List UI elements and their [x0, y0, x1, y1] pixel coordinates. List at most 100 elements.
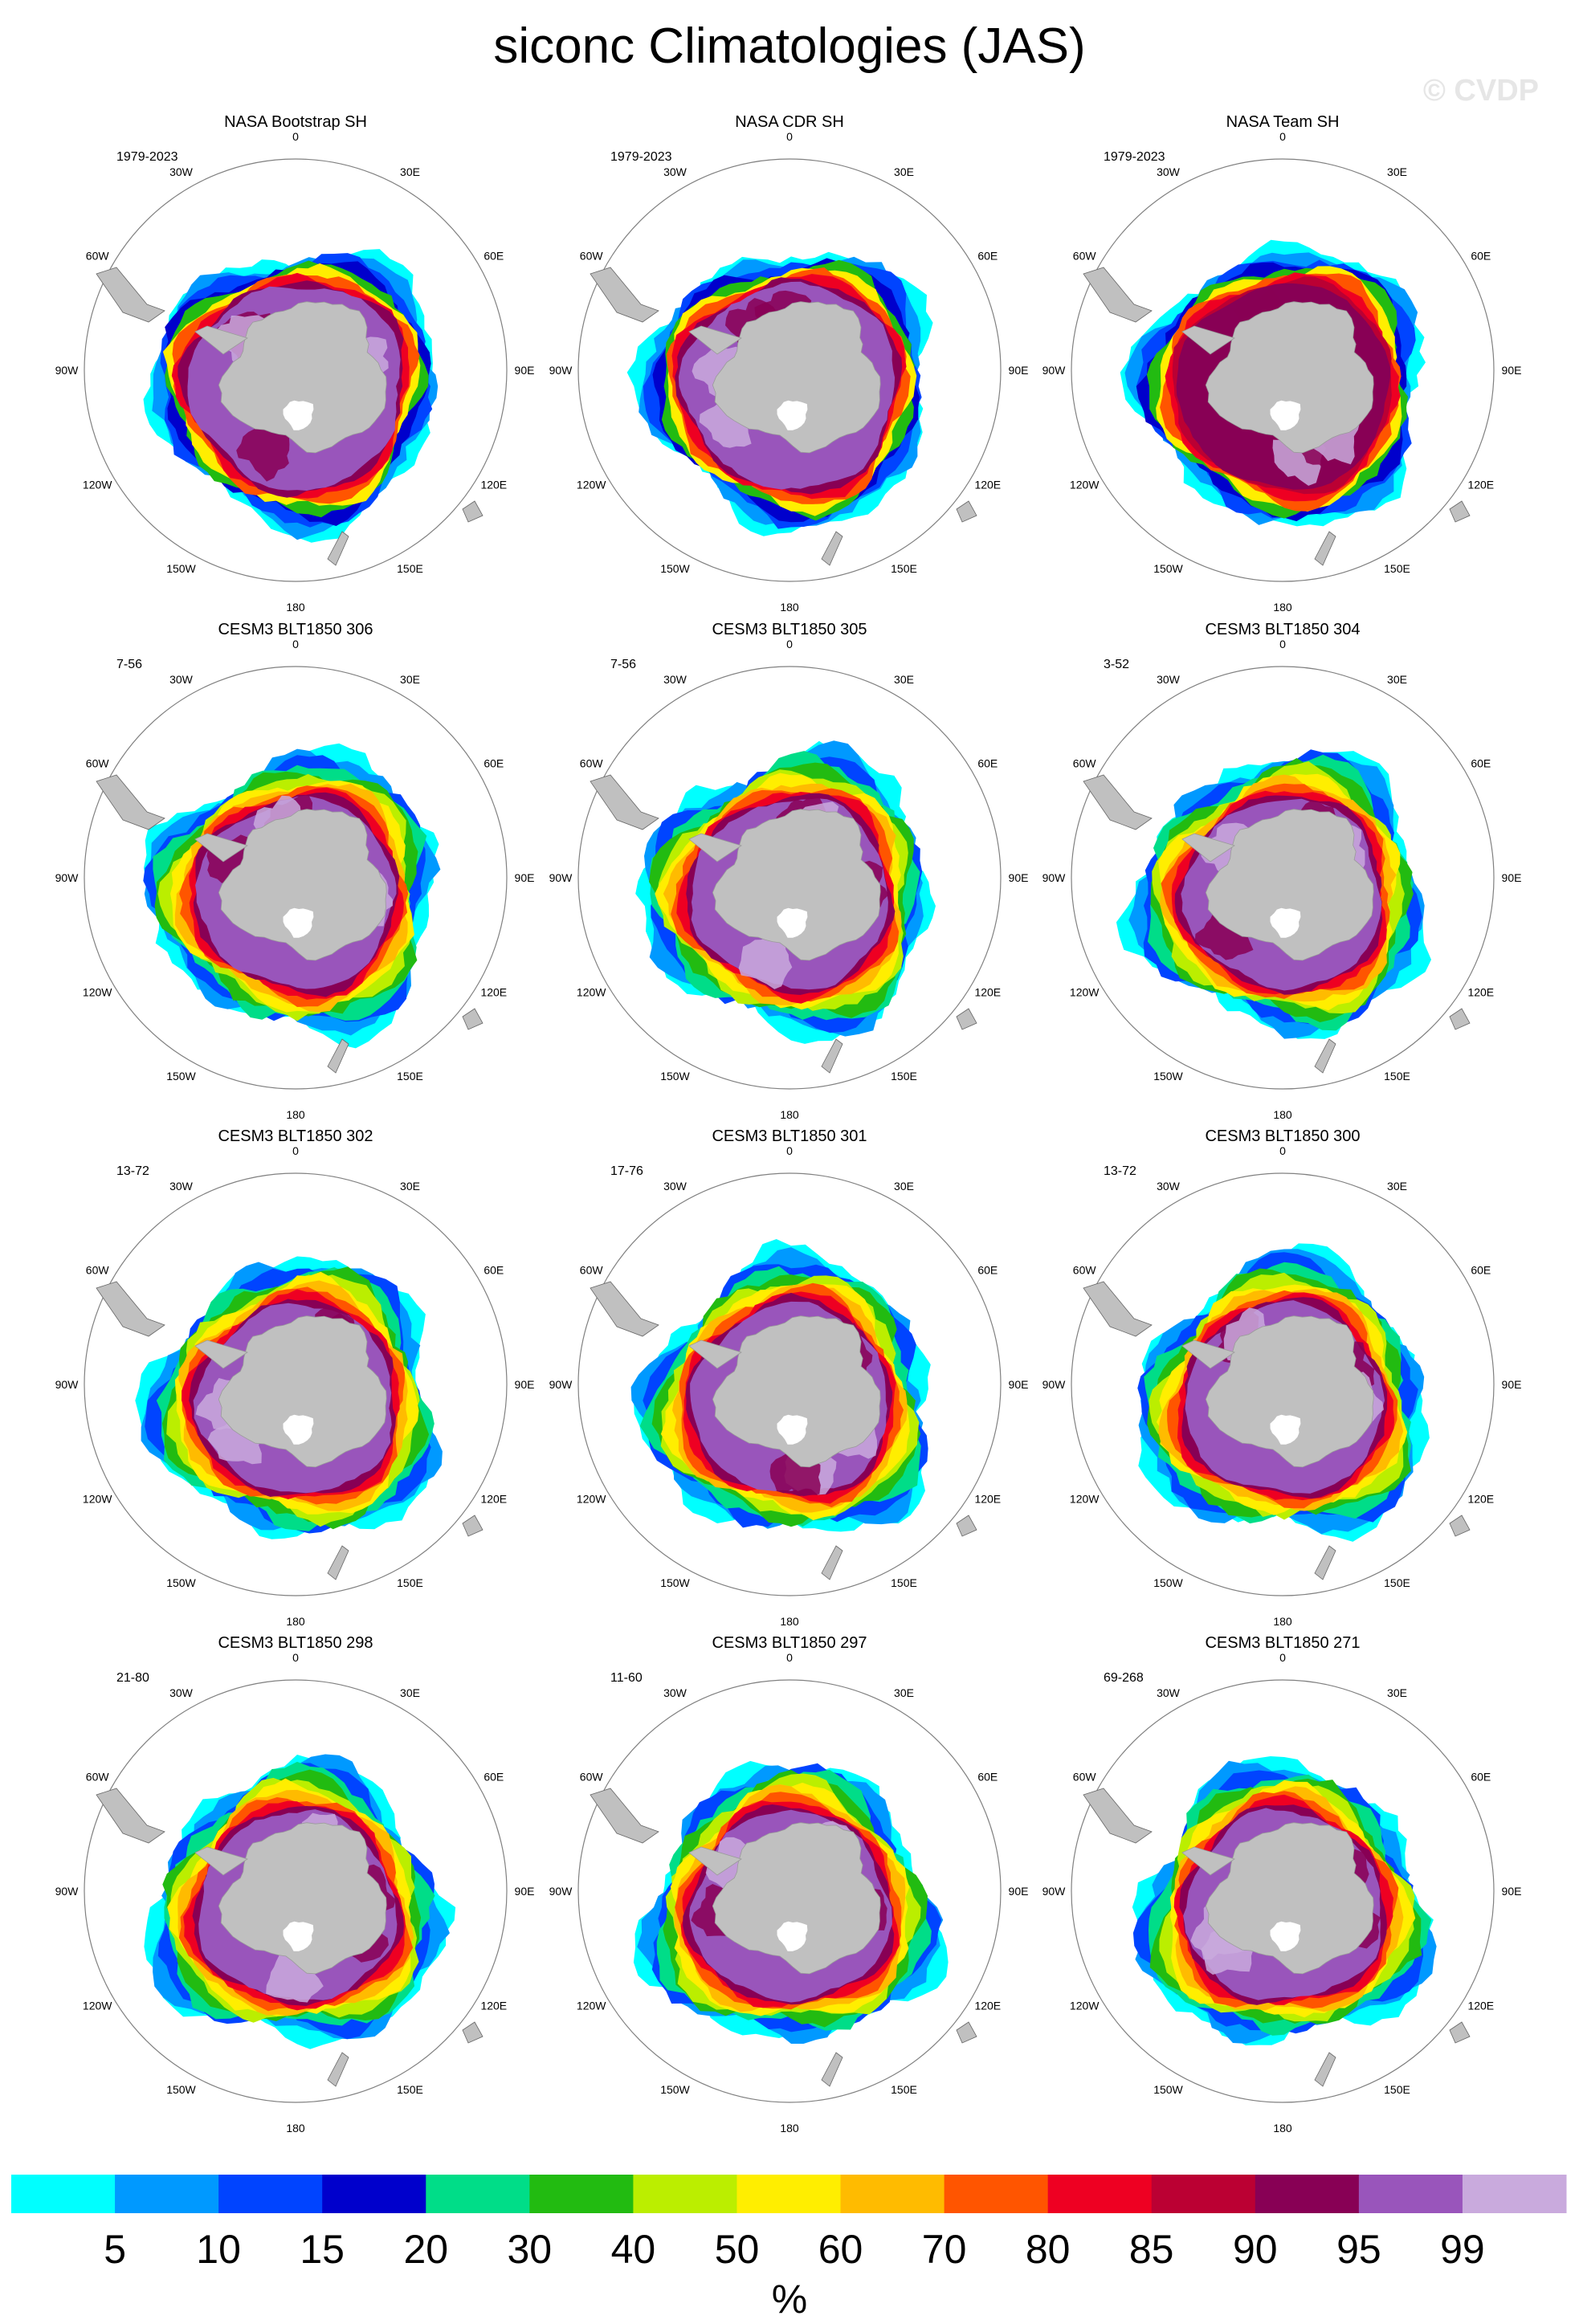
longitude-label: 120W	[83, 2000, 112, 2012]
longitude-label: 60E	[483, 1771, 504, 1784]
longitude-label: 120W	[1070, 479, 1100, 491]
longitude-label: 120E	[1467, 986, 1494, 999]
longitude-label: 60E	[977, 250, 998, 263]
longitude-label: 0	[786, 130, 793, 143]
south-america-landmass	[590, 1788, 659, 1844]
south-america-landmass	[1083, 1281, 1153, 1337]
longitude-label: 180	[286, 1615, 305, 1628]
longitude-label: 90W	[55, 871, 80, 884]
colorbar-swatch	[1047, 2175, 1153, 2213]
longitude-label: 120E	[974, 1493, 1001, 1506]
longitude-label: 30W	[663, 1180, 687, 1193]
longitude-label: 30E	[894, 1180, 914, 1193]
longitude-label: 0	[292, 130, 299, 143]
longitude-label: 150E	[891, 2083, 917, 2096]
panel-title: CESM3 BLT1850 298	[218, 1634, 373, 1652]
map-panel: NASA Bootstrap SH 1979-2023 0 30E 60E 90E 120E…	[55, 113, 535, 614]
longitude-label: 180	[286, 2122, 305, 2134]
ice-shelf-notch	[777, 1921, 808, 1951]
new-zealand-landmass	[1314, 2052, 1336, 2087]
tasmania-landmass	[1449, 2021, 1471, 2044]
year-range-label: 7-56	[610, 658, 636, 671]
new-zealand-landmass	[821, 1038, 843, 1074]
longitude-label: 180	[1273, 1108, 1292, 1121]
antarctic-peninsula	[1181, 833, 1235, 862]
year-range-label: 3-52	[1104, 658, 1129, 671]
longitude-label: 150W	[166, 562, 196, 575]
longitude-label: 30W	[169, 1686, 194, 1699]
tasmania-landmass	[462, 1008, 483, 1030]
longitude-label: 90W	[55, 1885, 80, 1898]
longitude-label: 0	[292, 1651, 299, 1664]
longitude-label: 30E	[400, 673, 420, 686]
longitude-label: 30E	[1387, 1180, 1407, 1193]
longitude-label: 60W	[580, 757, 604, 770]
colorbar-swatch	[944, 2175, 1049, 2213]
longitude-label: 180	[286, 1108, 305, 1121]
south-america-landmass	[96, 774, 165, 830]
colorbar-tick-label: 10	[196, 2227, 241, 2272]
map-panel: CESM3 BLT1850 298 21-80 0 30E 60E 90E 120E 150E…	[55, 1634, 535, 2134]
colorbar-tick-label: 20	[403, 2227, 448, 2272]
longitude-label: 150E	[891, 1070, 917, 1082]
panel-title: NASA CDR SH	[735, 113, 844, 131]
colorbar-swatch	[1255, 2175, 1360, 2213]
longitude-label: 60W	[580, 250, 604, 263]
tasmania-landmass	[1449, 500, 1471, 523]
colorbar-swatch	[1462, 2175, 1567, 2213]
longitude-label: 30W	[1157, 1686, 1181, 1699]
new-zealand-landmass	[327, 1038, 349, 1074]
longitude-label: 60W	[1073, 1771, 1097, 1784]
new-zealand-landmass	[1314, 531, 1336, 566]
antarctica-landmass	[218, 1822, 387, 1975]
colorbar-swatch	[322, 2175, 426, 2213]
south-america-landmass	[1083, 267, 1153, 323]
longitude-label: 150W	[1153, 562, 1183, 575]
colorbar-swatch	[115, 2175, 219, 2213]
antarctica-landmass	[712, 1822, 881, 1975]
new-zealand-landmass	[821, 531, 843, 566]
colorbar-swatch	[633, 2175, 737, 2213]
longitude-label: 60W	[86, 250, 110, 263]
antarctic-peninsula	[688, 1339, 742, 1369]
antarctic-peninsula	[194, 1339, 248, 1369]
year-range-label: 17-76	[610, 1164, 643, 1178]
antarctic-peninsula	[1181, 1846, 1235, 1876]
ice-shelf-notch	[1270, 1414, 1301, 1445]
longitude-label: 120E	[1467, 1493, 1494, 1506]
new-zealand-landmass	[1314, 1038, 1336, 1074]
longitude-label: 60E	[1471, 1771, 1491, 1784]
longitude-label: 120E	[974, 479, 1001, 491]
longitude-label: 60E	[977, 1771, 998, 1784]
longitude-label: 90E	[1009, 1885, 1029, 1898]
longitude-label: 150W	[660, 1576, 690, 1589]
south-america-landmass	[590, 1281, 659, 1337]
tasmania-landmass	[956, 500, 977, 523]
panel-title: CESM3 BLT1850 305	[712, 621, 867, 638]
colorbar-swatch	[736, 2175, 842, 2213]
longitude-label: 150E	[891, 1576, 917, 1589]
longitude-label: 30E	[1387, 1686, 1407, 1699]
longitude-label: 90E	[1009, 1378, 1029, 1391]
tasmania-landmass	[1449, 1515, 1471, 1537]
year-range-label: 1979-2023	[610, 150, 672, 164]
panel-title: CESM3 BLT1850 306	[218, 621, 373, 638]
longitude-label: 120W	[577, 2000, 606, 2012]
antarctica-landmass	[218, 301, 387, 454]
longitude-label: 120E	[974, 2000, 1001, 2012]
year-range-label: 21-80	[116, 1671, 149, 1685]
colorbar-swatch	[1151, 2175, 1256, 2213]
ice-shelf-notch	[777, 907, 808, 938]
longitude-label: 30E	[400, 1180, 420, 1193]
south-america-landmass	[590, 774, 659, 830]
longitude-label: 60E	[1471, 757, 1491, 770]
ice-concentration-patch	[236, 425, 290, 482]
colorbar-tick-label: 80	[1026, 2227, 1071, 2272]
longitude-label: 180	[780, 1615, 799, 1628]
south-america-landmass	[96, 1281, 165, 1337]
longitude-label: 90W	[1042, 364, 1067, 377]
antarctic-peninsula	[688, 833, 742, 862]
longitude-label: 60E	[483, 757, 504, 770]
antarctica-landmass	[1205, 809, 1374, 961]
longitude-label: 90E	[1009, 364, 1029, 377]
